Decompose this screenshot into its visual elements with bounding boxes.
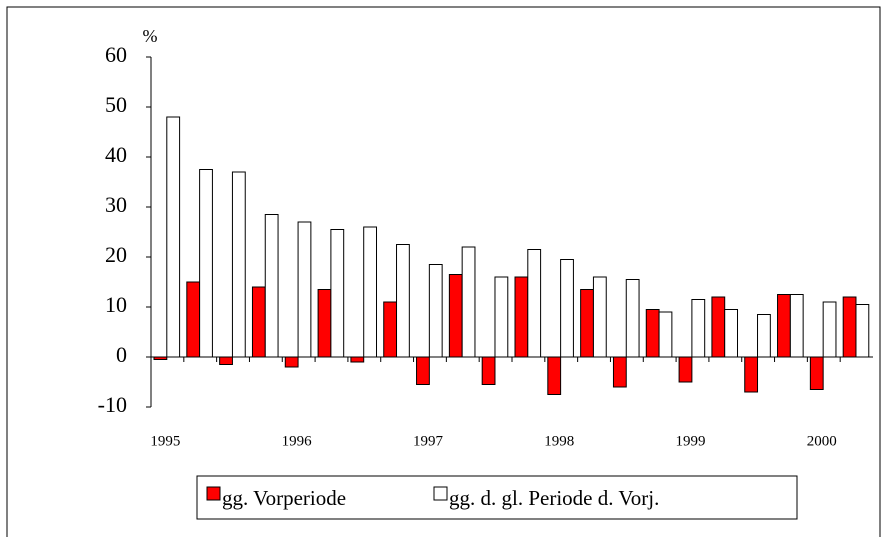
bar [330,229,345,358]
bar [396,244,410,358]
y-tick-label: 10 [105,292,127,317]
bar [428,264,443,358]
bar [350,356,365,363]
x-tick-label: 1995 [150,433,180,449]
y-tick-label: 60 [105,42,127,67]
bar [678,356,693,383]
x-tick-label: 1998 [544,433,574,449]
bar [592,276,607,358]
x-tick-label: 2000 [807,433,837,449]
y-tick-label: 30 [105,192,127,217]
bar [448,274,463,358]
y-tick-label: 20 [105,242,127,267]
bar [186,281,201,358]
bar [580,289,594,358]
bar [724,309,739,358]
bar [777,294,791,358]
bar [166,116,181,358]
bar [199,169,213,358]
x-tick-label: 1997 [413,433,444,449]
bar [251,286,266,358]
bar [855,304,870,358]
bar [757,314,771,358]
bar [297,221,312,358]
bar [481,356,496,385]
x-tick-label: 1996 [282,433,313,449]
frame [6,6,881,542]
bar [560,259,574,358]
legend-swatch [433,486,448,501]
bar [625,279,640,358]
y-tick-label: -10 [98,392,127,417]
bar [527,249,542,358]
bar [363,226,378,358]
bar [711,296,726,358]
bar [514,276,529,358]
bar [461,246,476,358]
bar [219,356,233,365]
legend-label: gg. Vorperiode [222,486,346,510]
y-unit: % [143,26,158,46]
legend-box [196,475,798,520]
bar [231,171,246,358]
bar [691,299,706,358]
x-tick-label: 1999 [676,433,706,449]
bar [645,309,660,358]
legend-swatch [206,486,221,501]
bar [658,311,673,358]
y-tick-label: 50 [105,92,127,117]
bar [494,276,509,358]
bar [264,214,279,358]
bar [822,301,837,358]
bar [284,356,299,368]
bar [744,356,759,393]
bar [547,356,562,395]
bar [416,356,430,385]
bar [842,296,857,358]
bar [383,301,398,358]
bar [317,289,332,358]
bar [809,356,824,390]
y-tick-label: 40 [105,142,127,167]
legend-label: gg. d. gl. Periode d. Vorj. [449,486,659,510]
bar [612,356,627,388]
bar [789,294,804,358]
y-tick-label: 0 [116,342,127,367]
